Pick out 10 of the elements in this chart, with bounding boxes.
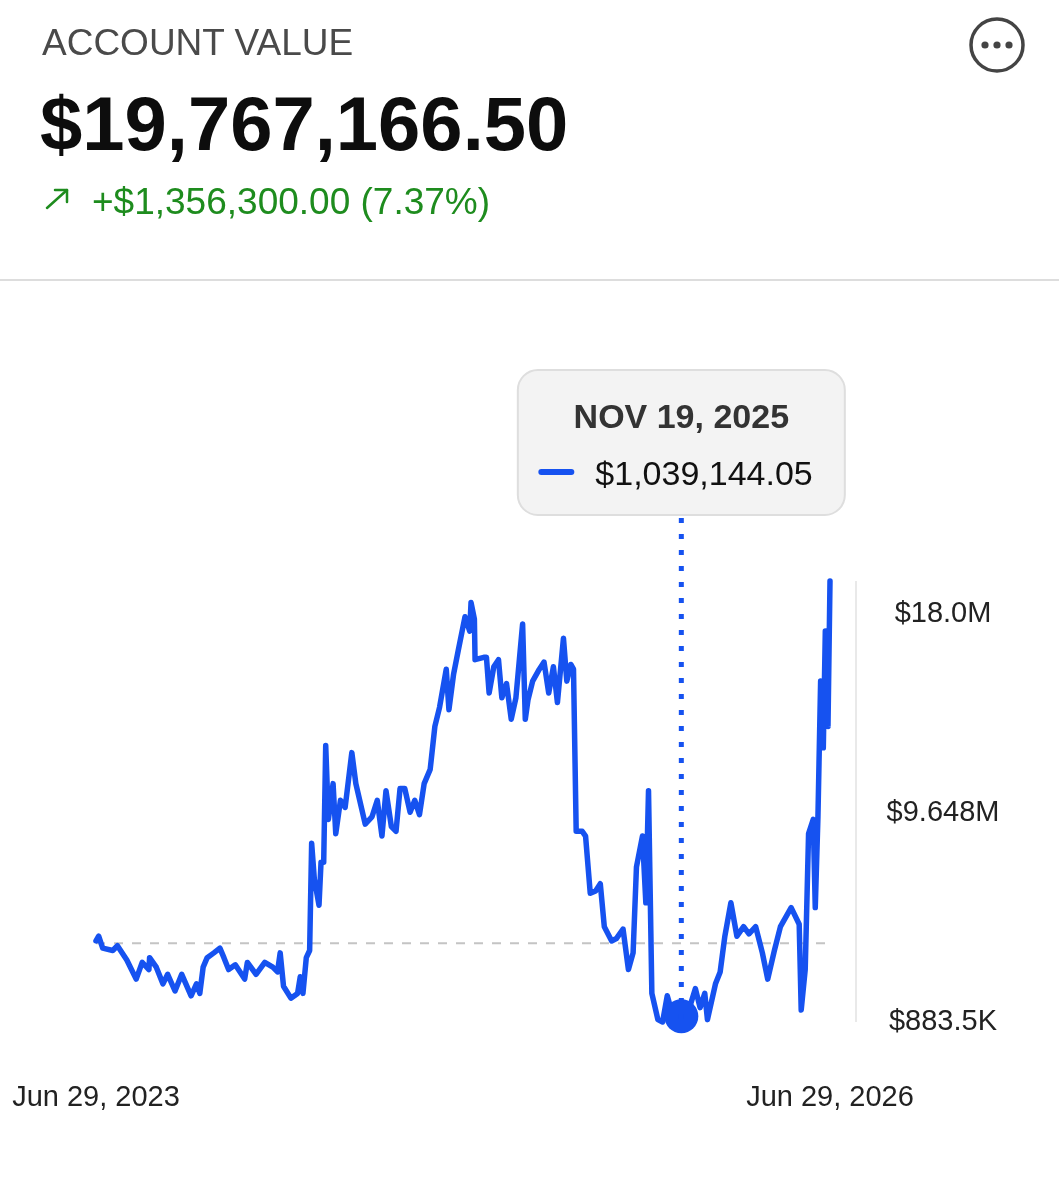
- chart-subtitle: $19,767,166.50: [40, 81, 569, 166]
- y-tick-label: $18.0M: [894, 595, 992, 628]
- y-tick-label: $9.648M: [886, 795, 1000, 828]
- text: $1,039,144.05: [595, 454, 813, 492]
- y-tick-label: $883.5K: [888, 1004, 998, 1037]
- ref-line-label: NOV 19, 2025: [573, 397, 790, 435]
- x-tick-label: Jun 29, 2023: [12, 1080, 180, 1112]
- text: +$1,356,300.00 (7.37%): [92, 181, 491, 222]
- x-tick-label: Jun 29, 2026: [746, 1080, 914, 1112]
- chart-title: ACCOUNT VALUE: [42, 22, 354, 63]
